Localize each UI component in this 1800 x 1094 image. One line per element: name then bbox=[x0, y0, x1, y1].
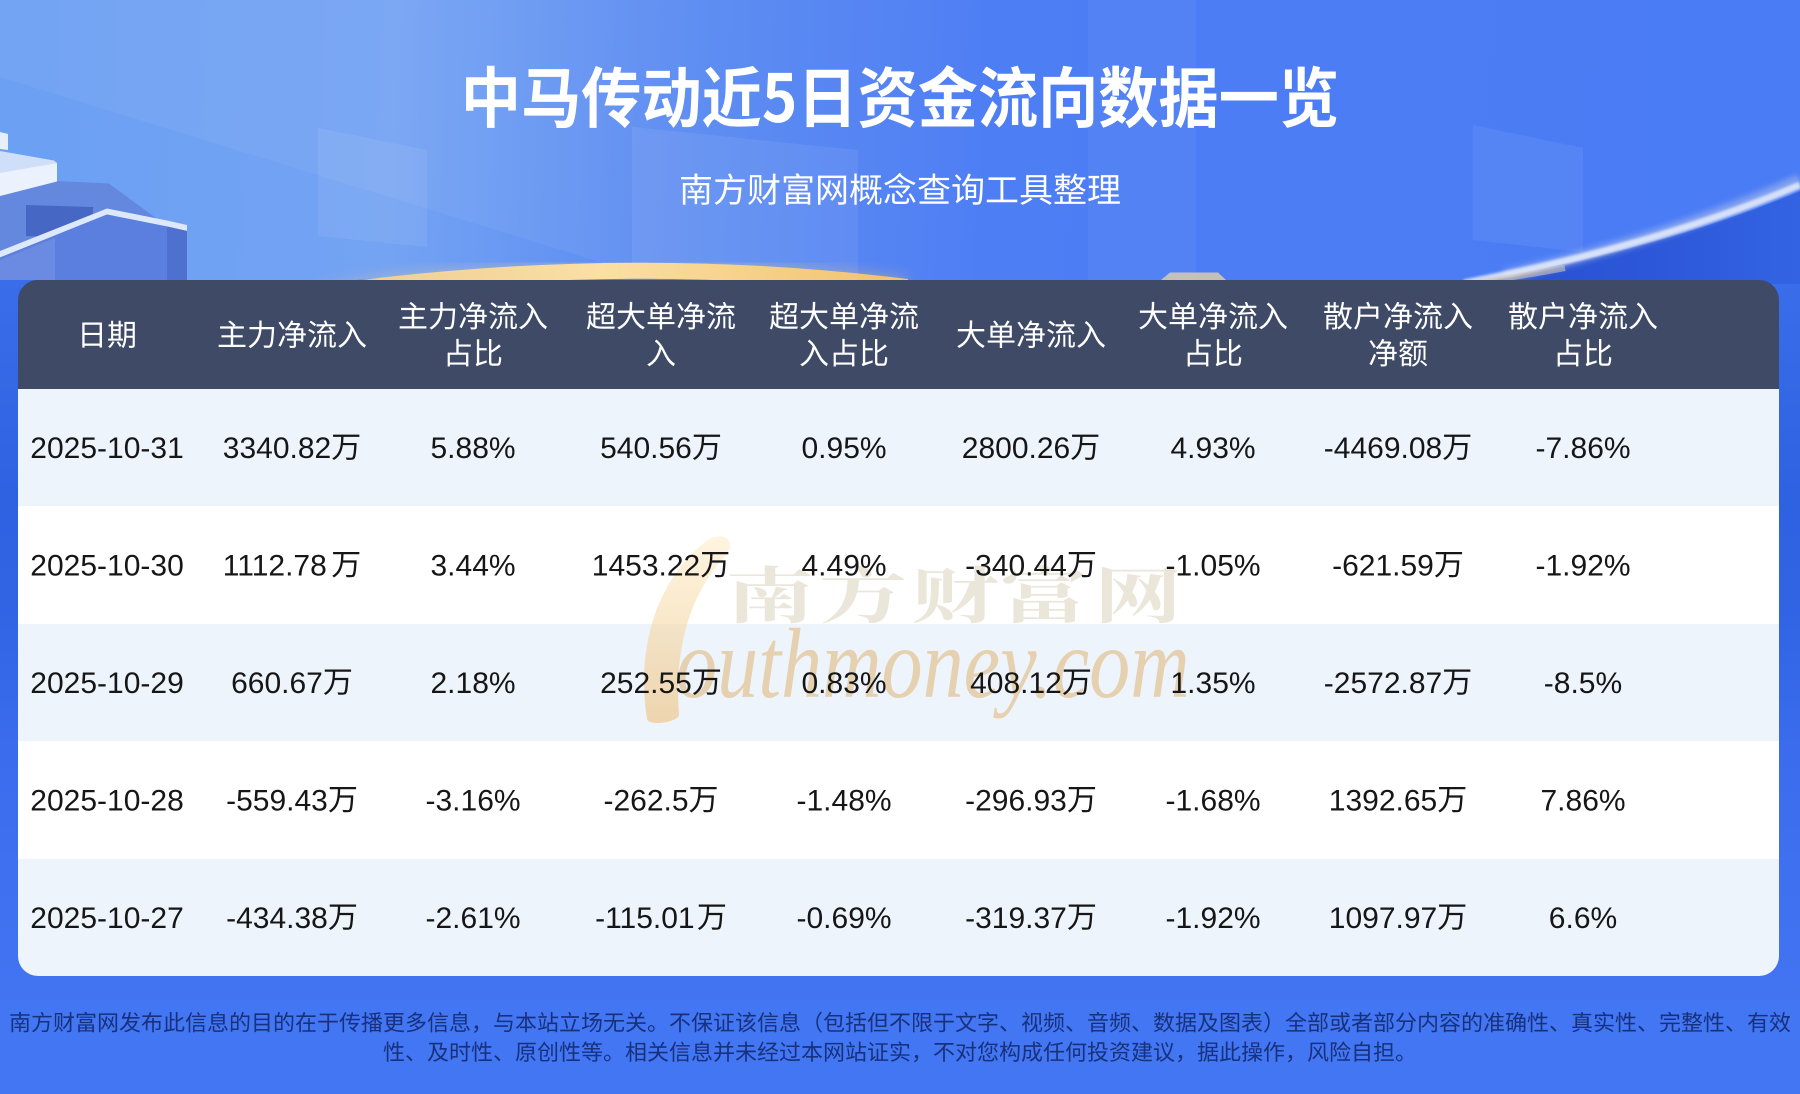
svg-text:252.55: 252.55 bbox=[600, 667, 692, 700]
svg-text:6.6%: 6.6% bbox=[1549, 902, 1617, 935]
svg-text:outhmoney.com: outhmoney.com bbox=[676, 608, 1190, 720]
svg-text:2025-10-29: 2025-10-29 bbox=[30, 667, 183, 700]
svg-text:-262.5: -262.5 bbox=[604, 785, 689, 818]
svg-text:-434.38: -434.38 bbox=[226, 902, 328, 935]
svg-text:3340.82: 3340.82 bbox=[223, 432, 331, 465]
svg-text:7.86%: 7.86% bbox=[1541, 785, 1626, 818]
svg-text:660.67: 660.67 bbox=[231, 667, 323, 700]
svg-text:2.18%: 2.18% bbox=[431, 667, 516, 700]
svg-text:3.44%: 3.44% bbox=[431, 550, 516, 583]
svg-text:2025-10-28: 2025-10-28 bbox=[30, 785, 183, 818]
svg-text:-0.69%: -0.69% bbox=[797, 902, 892, 935]
svg-text:-2572.87: -2572.87 bbox=[1324, 667, 1442, 700]
svg-text:2025-10-27: 2025-10-27 bbox=[30, 902, 183, 935]
svg-text:1392.65: 1392.65 bbox=[1329, 785, 1437, 818]
svg-text:1453.22: 1453.22 bbox=[592, 550, 700, 583]
svg-text:0.83%: 0.83% bbox=[802, 667, 887, 700]
svg-text:-7.86%: -7.86% bbox=[1536, 432, 1631, 465]
svg-text:540.56: 540.56 bbox=[600, 432, 692, 465]
svg-text:-621.59: -621.59 bbox=[1332, 550, 1434, 583]
svg-text:2800.26: 2800.26 bbox=[962, 432, 1070, 465]
svg-text:-1.68%: -1.68% bbox=[1166, 785, 1261, 818]
svg-text:-4469.08: -4469.08 bbox=[1324, 432, 1442, 465]
svg-text:-1.92%: -1.92% bbox=[1166, 902, 1261, 935]
svg-text:1097.97: 1097.97 bbox=[1329, 902, 1437, 935]
svg-text:-559.43: -559.43 bbox=[226, 785, 328, 818]
svg-text:-1.48%: -1.48% bbox=[797, 785, 892, 818]
svg-text:-340.44: -340.44 bbox=[965, 550, 1067, 583]
svg-text:2025-10-30: 2025-10-30 bbox=[30, 550, 183, 583]
svg-text:4.93%: 4.93% bbox=[1171, 432, 1256, 465]
svg-text:1.35%: 1.35% bbox=[1171, 667, 1256, 700]
svg-text:-115.01: -115.01 bbox=[595, 902, 695, 935]
svg-text:-3.16%: -3.16% bbox=[426, 785, 521, 818]
svg-text:-8.5%: -8.5% bbox=[1544, 667, 1622, 700]
svg-text:-319.37: -319.37 bbox=[965, 902, 1067, 935]
svg-text:4.49%: 4.49% bbox=[802, 550, 887, 583]
svg-text:-296.93: -296.93 bbox=[965, 785, 1067, 818]
svg-text:-1.05%: -1.05% bbox=[1166, 550, 1261, 583]
svg-text:-2.61%: -2.61% bbox=[426, 902, 521, 935]
svg-text:-1.92%: -1.92% bbox=[1536, 550, 1631, 583]
svg-text:0.95%: 0.95% bbox=[802, 432, 887, 465]
svg-text:5.88%: 5.88% bbox=[431, 432, 516, 465]
svg-text:2025-10-31: 2025-10-31 bbox=[30, 432, 183, 465]
svg-text:408.12: 408.12 bbox=[970, 667, 1062, 700]
svg-text:1112.78: 1112.78 bbox=[223, 550, 327, 583]
